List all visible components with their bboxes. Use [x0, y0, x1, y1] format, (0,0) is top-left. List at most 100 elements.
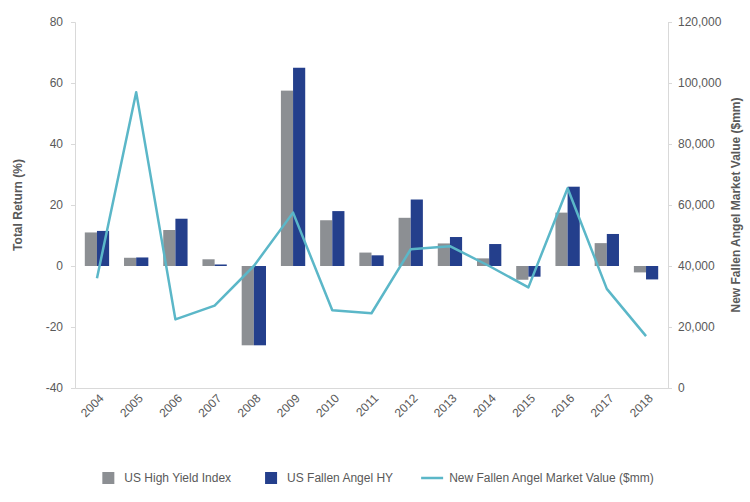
- tick: 2014: [470, 388, 499, 420]
- tick-mark: [668, 22, 672, 23]
- line: [97, 92, 646, 336]
- tick: 100,000: [668, 76, 722, 90]
- tick: 60,000: [668, 198, 715, 212]
- tick: 120,000: [668, 15, 722, 29]
- tick: 80,000: [668, 137, 715, 151]
- tick: 2012: [392, 388, 421, 420]
- legend-label: US High Yield Index: [124, 471, 231, 485]
- bar: [85, 232, 97, 266]
- chart: -40 -20 0 20 40 60 80 0 20,000 40,000 60,000 80,000…: [0, 0, 750, 502]
- legend-item: US High Yield Index: [102, 471, 231, 485]
- tick: 2007: [196, 388, 225, 420]
- tick-label: 2018: [627, 391, 656, 420]
- bar: [215, 264, 227, 266]
- bar-series: [97, 68, 658, 346]
- axis-line: [669, 23, 673, 389]
- tick-mark: [668, 266, 672, 267]
- bar: [202, 259, 214, 266]
- bar: [372, 255, 384, 266]
- bar: [646, 266, 658, 279]
- y-axis-title: Total Return (%): [11, 159, 25, 251]
- bar: [332, 211, 344, 266]
- tick: 2008: [235, 388, 264, 420]
- tick: 40: [50, 137, 75, 151]
- tick-label: 2012: [392, 391, 421, 420]
- tick-label: 60: [50, 76, 64, 90]
- bar: [607, 234, 619, 266]
- tick: 2011: [353, 388, 381, 419]
- tick-label: 2013: [431, 391, 460, 420]
- bar-series: [85, 91, 646, 346]
- tick-label: 100,000: [678, 76, 722, 90]
- tick: 2010: [313, 388, 342, 420]
- legend-item: New Fallen Angel Market Value ($mm): [421, 471, 654, 485]
- legend-item: US Fallen Angel HY: [265, 471, 393, 485]
- tick-mark: [71, 327, 75, 328]
- tick-label: 2016: [549, 391, 578, 420]
- tick: 2016: [549, 388, 578, 420]
- tick-label: 2007: [196, 391, 225, 420]
- tick: 2006: [156, 388, 185, 420]
- legend-swatch: [102, 472, 114, 484]
- tick-mark: [668, 144, 672, 145]
- tick: 40,000: [668, 259, 715, 273]
- tick: 2018: [627, 388, 656, 420]
- tick-label: 2004: [78, 391, 107, 420]
- y2-axis-title: New Fallen Angel Market Value ($mm): [729, 98, 743, 313]
- tick-label: 2008: [235, 391, 264, 420]
- tick-label: 20: [50, 198, 64, 212]
- tick: 2004: [78, 388, 107, 420]
- axis-line: [76, 388, 669, 389]
- tick-label: 2014: [470, 391, 499, 420]
- bar: [175, 219, 187, 266]
- tick-mark: [71, 388, 75, 389]
- tick-label: 2015: [509, 391, 538, 420]
- tick-label: 80,000: [678, 137, 715, 151]
- tick-label: 80: [50, 15, 64, 29]
- tick: 80: [50, 15, 75, 29]
- tick-label: 2011: [353, 391, 381, 419]
- marks: [85, 68, 658, 346]
- bar: [489, 244, 501, 266]
- bar: [634, 266, 646, 272]
- tick-label: -40: [46, 381, 64, 395]
- bar: [359, 253, 371, 266]
- tick: 20: [50, 198, 75, 212]
- bar: [124, 258, 136, 266]
- tick: 2005: [117, 388, 146, 420]
- legend-swatch: [421, 477, 443, 480]
- bar: [254, 266, 266, 345]
- tick-mark: [71, 205, 75, 206]
- tick: 2009: [274, 388, 303, 420]
- tick-label: 40,000: [678, 259, 715, 273]
- tick: -20: [46, 320, 75, 334]
- tick-mark: [668, 205, 672, 206]
- tick: -40: [46, 381, 75, 395]
- tick-mark: [71, 266, 75, 267]
- tick-mark: [71, 144, 75, 145]
- tick: 0: [668, 381, 685, 395]
- tick-label: -20: [46, 320, 64, 334]
- tick-label: 2010: [313, 391, 342, 420]
- tick-label: 20,000: [678, 320, 715, 334]
- tick-label: 2005: [117, 391, 146, 420]
- tick-label: 0: [678, 381, 685, 395]
- tick-label: 2017: [588, 391, 617, 420]
- tick-mark: [668, 388, 672, 389]
- legend-label: US Fallen Angel HY: [287, 471, 393, 485]
- bar: [136, 257, 148, 266]
- tick-label: 0: [56, 259, 63, 273]
- x-axis: 2004 2005 2006 2007 2008 2009 2010 2011 2012 2013…: [76, 388, 669, 420]
- bar: [516, 266, 528, 280]
- tick-label: 2009: [274, 391, 303, 420]
- axis-line: [71, 23, 76, 389]
- y2-axis: 0 20,000 40,000 60,000 80,000 100,000 120,000: [668, 15, 722, 395]
- tick-mark: [71, 22, 75, 23]
- tick: 20,000: [668, 320, 715, 334]
- tick: 2013: [431, 388, 460, 420]
- bar: [320, 220, 332, 266]
- legend: US High Yield Index US Fallen Angel HY New…: [102, 471, 653, 485]
- tick-mark: [668, 83, 672, 84]
- legend-swatch: [265, 472, 277, 484]
- tick-label: 40: [50, 137, 64, 151]
